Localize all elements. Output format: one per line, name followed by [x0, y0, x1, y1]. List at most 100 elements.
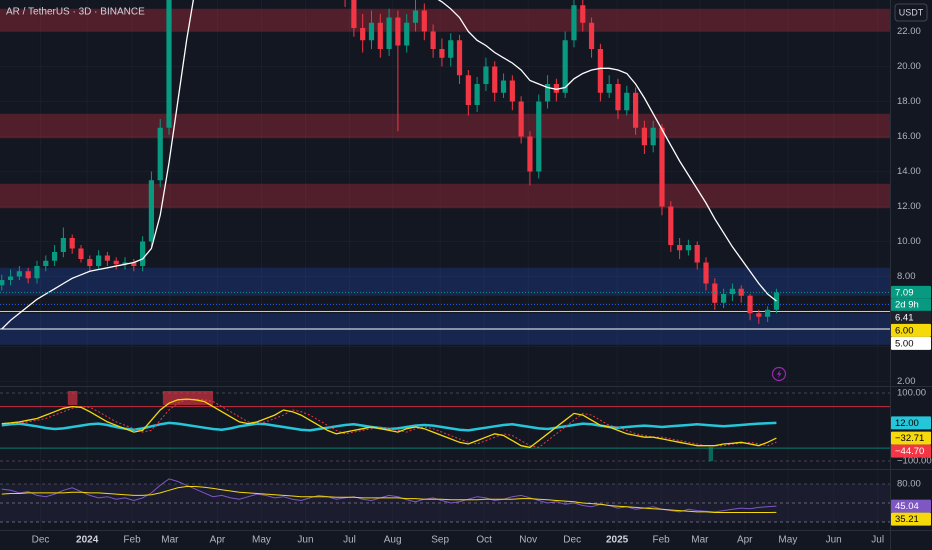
zone [0, 267, 890, 296]
candle-body [95, 255, 102, 266]
candle-body [368, 22, 375, 41]
candle-body [650, 127, 656, 146]
indicator-highlight [162, 391, 214, 405]
candle-body [562, 40, 568, 93]
indicator-highlight [67, 391, 78, 405]
symbol-title: AR / TetherUS · 3D · BINANCE [6, 7, 145, 18]
candle-body [386, 17, 392, 49]
indicator-panes [0, 391, 890, 523]
indicator-line [1, 398, 777, 448]
indicator-tick-label: 80.00 [897, 479, 921, 490]
candle-body [104, 255, 110, 261]
candle-body [571, 5, 577, 41]
candle-body [404, 22, 410, 46]
price-tag: 45.04 [895, 501, 919, 512]
candle-body [703, 262, 709, 284]
y-tick-label: 20.00 [897, 61, 921, 72]
candle-body [606, 84, 612, 93]
candle-body [773, 292, 780, 310]
x-tick-label: Jul [343, 535, 356, 546]
candle-body [474, 84, 480, 105]
price-tag-bg [891, 512, 931, 526]
candle-body [509, 80, 515, 102]
indicator-line [1, 398, 777, 449]
candle-body [615, 84, 621, 111]
y-tick-label: 10.00 [897, 236, 921, 247]
currency[interactable]: USDT [899, 7, 924, 17]
currency-box[interactable] [894, 3, 928, 22]
moving-average [1, 0, 777, 330]
alert-icon[interactable] [771, 366, 787, 382]
zone [0, 183, 890, 209]
price-tag-bg [891, 444, 931, 458]
x-tick-label: 2025 [606, 535, 629, 546]
candle-body [694, 245, 700, 263]
candle-body [140, 241, 146, 266]
candle-body [448, 40, 454, 58]
candle-body [16, 271, 22, 277]
y-tick-label: 18.00 [897, 96, 921, 107]
x-tick-label: Aug [384, 535, 402, 546]
price-tag: 7.09 [895, 287, 914, 298]
candle-body [632, 92, 639, 128]
x-tick-label: Feb [123, 535, 141, 546]
y-tick-label: 14.00 [897, 166, 921, 177]
rsi-band [0, 483, 890, 523]
candle-body [395, 17, 401, 46]
candle-body [34, 266, 40, 279]
candle-body [588, 22, 595, 49]
indicator-tick-label: −100.00 [897, 456, 932, 467]
candle-body [456, 40, 463, 76]
x-tick-label: Apr [737, 535, 753, 546]
candle-body [113, 260, 119, 265]
price-tag-bg [891, 310, 931, 324]
price-tag: 6.41 [895, 312, 914, 323]
x-tick-label: Oct [476, 535, 492, 546]
price-tag: −32.71 [895, 433, 924, 444]
alert-circle[interactable] [771, 366, 787, 382]
candle-body [0, 280, 5, 286]
candle-body [421, 10, 427, 32]
candle-body [412, 10, 419, 23]
price-tag-bg [891, 499, 931, 513]
indicator-highlight [708, 447, 714, 462]
candle-body [157, 127, 163, 181]
candle-body [166, 0, 172, 128]
candle-body [78, 248, 84, 259]
candle-body [536, 101, 542, 172]
price-tag-bg [891, 416, 931, 430]
x-tick-label: Mar [161, 535, 179, 546]
candle-body [87, 259, 93, 266]
candle-body [624, 92, 630, 111]
x-tick-label: Dec [32, 535, 50, 546]
y-tick-label: 8.00 [897, 271, 916, 282]
price-tag: 6.00 [895, 325, 914, 336]
candle-body [518, 101, 524, 137]
price-tag: 35.21 [895, 514, 919, 525]
candle-body [712, 283, 718, 303]
candle-body [685, 245, 692, 251]
price-tag: 5.00 [895, 338, 914, 349]
candle-body [360, 28, 366, 41]
y-tick-label: 12.00 [897, 201, 921, 212]
price-tag: −44.70 [895, 446, 924, 457]
candle-body [69, 238, 75, 249]
indicator-line [1, 486, 777, 513]
x-tick-label: May [778, 535, 797, 546]
candle-body [721, 294, 727, 303]
price-pane [0, 0, 890, 345]
y-tick-label: 22.00 [897, 26, 921, 37]
y-tick-label: 16.00 [897, 131, 921, 142]
x-tick-label: Mar [691, 535, 709, 546]
zone [0, 113, 890, 139]
x-tick-label: Jun [297, 535, 313, 546]
x-tick-label: Sep [431, 535, 449, 546]
x-tick-label: Jul [871, 535, 884, 546]
x-tick-label: Dec [563, 535, 581, 546]
alert-bolt[interactable] [776, 369, 782, 379]
candle-body [500, 80, 507, 93]
price-tag: 12.00 [895, 418, 919, 429]
indicator-line [1, 478, 777, 513]
candle-body [765, 309, 771, 317]
